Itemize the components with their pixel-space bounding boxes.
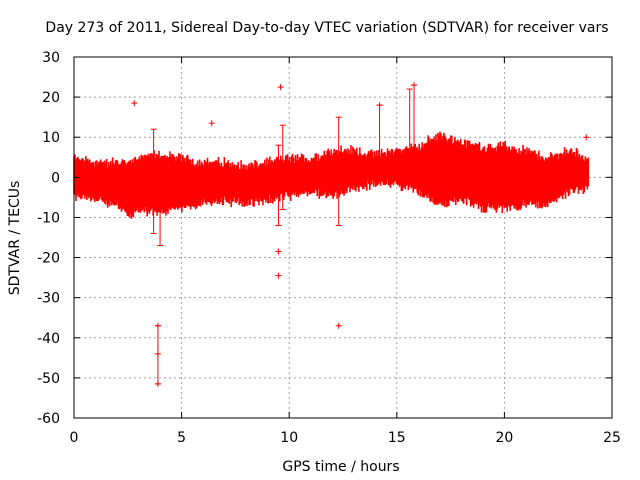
y-tick-label: -30	[37, 291, 60, 307]
y-tick-label: 20	[42, 90, 60, 106]
x-tick-label: 5	[177, 430, 186, 446]
outlier-point	[277, 84, 284, 91]
grid	[74, 57, 612, 418]
y-tick-label: -10	[37, 210, 60, 226]
outlier-point	[154, 380, 161, 387]
outlier-point	[154, 322, 161, 329]
y-tick-label: 30	[42, 50, 60, 66]
outlier-point	[583, 134, 590, 141]
x-axis-label: GPS time / hours	[282, 459, 399, 475]
outlier-point	[131, 100, 138, 107]
outlier-point	[275, 272, 282, 279]
outlier-points	[131, 82, 590, 387]
y-tick-label: -60	[37, 411, 60, 427]
x-tick-label: 20	[495, 430, 513, 446]
x-tick-label: 25	[603, 430, 621, 446]
x-tick-label: 15	[388, 430, 406, 446]
chart-title: Day 273 of 2011, Sidereal Day-to-day VTE…	[45, 20, 608, 36]
y-axis-ticks: -60 -50 -40 -30 -20 -10 0 10 20 30	[37, 50, 612, 427]
y-axis-label: SDTVAR / TECUs	[7, 181, 23, 296]
outlier-point	[335, 322, 342, 329]
y-tick-label: -40	[37, 331, 60, 347]
outlier-point	[411, 82, 418, 89]
data-band	[73, 131, 590, 219]
y-tick-label: 10	[42, 130, 60, 146]
x-axis-ticks: 0 5 10 15 20 25	[70, 57, 621, 446]
x-tick-label: 10	[280, 430, 298, 446]
plot-frame	[73, 56, 613, 419]
outlier-point	[376, 102, 383, 109]
outlier-point	[154, 350, 161, 357]
y-tick-label: 0	[51, 170, 60, 186]
x-tick-label: 0	[70, 430, 79, 446]
outlier-point	[275, 248, 282, 255]
y-tick-label: -50	[37, 371, 60, 387]
error-bars	[150, 84, 418, 385]
y-tick-label: -20	[37, 251, 60, 267]
outlier-point	[208, 120, 215, 127]
